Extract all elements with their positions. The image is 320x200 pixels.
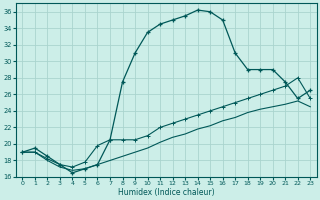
X-axis label: Humidex (Indice chaleur): Humidex (Indice chaleur) [118, 188, 215, 197]
